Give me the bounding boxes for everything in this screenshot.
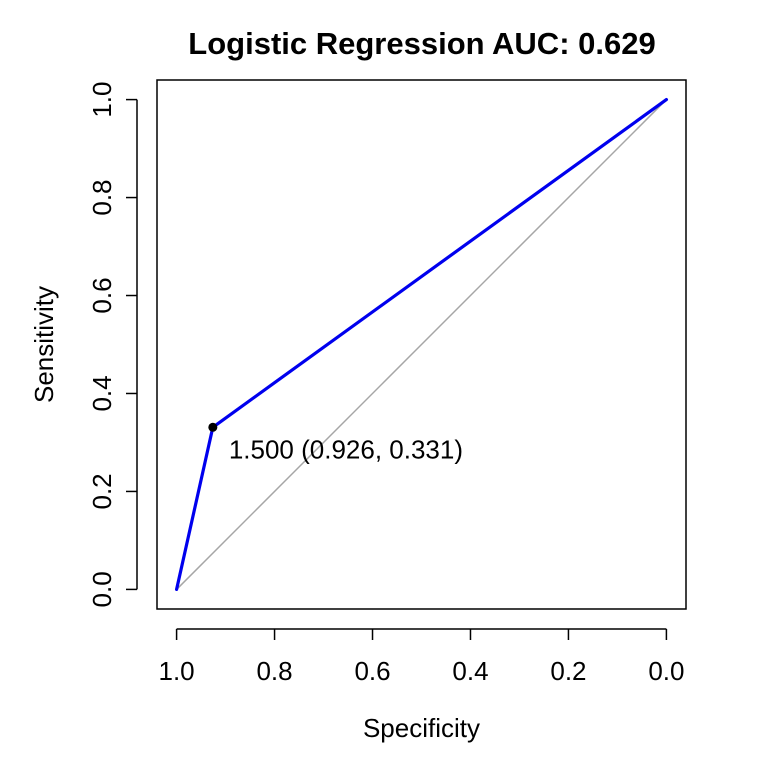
- y-tick-label: 1.0: [87, 82, 117, 118]
- y-tick-label: 0.0: [87, 571, 117, 607]
- threshold-point: [208, 422, 218, 432]
- x-axis-label: Specificity: [363, 713, 480, 743]
- x-tick-label: 1.0: [159, 656, 195, 686]
- x-tick-label: 0.0: [648, 656, 684, 686]
- x-tick-label: 0.2: [550, 656, 586, 686]
- x-tick-label: 0.6: [354, 656, 390, 686]
- x-tick-label: 0.4: [452, 656, 488, 686]
- y-tick-label: 0.8: [87, 179, 117, 215]
- chart-title: Logistic Regression AUC: 0.629: [188, 26, 655, 61]
- y-axis-label: Sensitivity: [29, 286, 59, 403]
- y-tick-label: 0.4: [87, 375, 117, 411]
- threshold-label: 1.500 (0.926, 0.331): [229, 434, 463, 464]
- plot-frame: [156, 79, 687, 610]
- y-tick-label: 0.6: [87, 277, 117, 313]
- x-tick-label: 0.8: [256, 656, 292, 686]
- y-tick-label: 0.2: [87, 473, 117, 509]
- chance-diagonal-line: [175, 98, 668, 591]
